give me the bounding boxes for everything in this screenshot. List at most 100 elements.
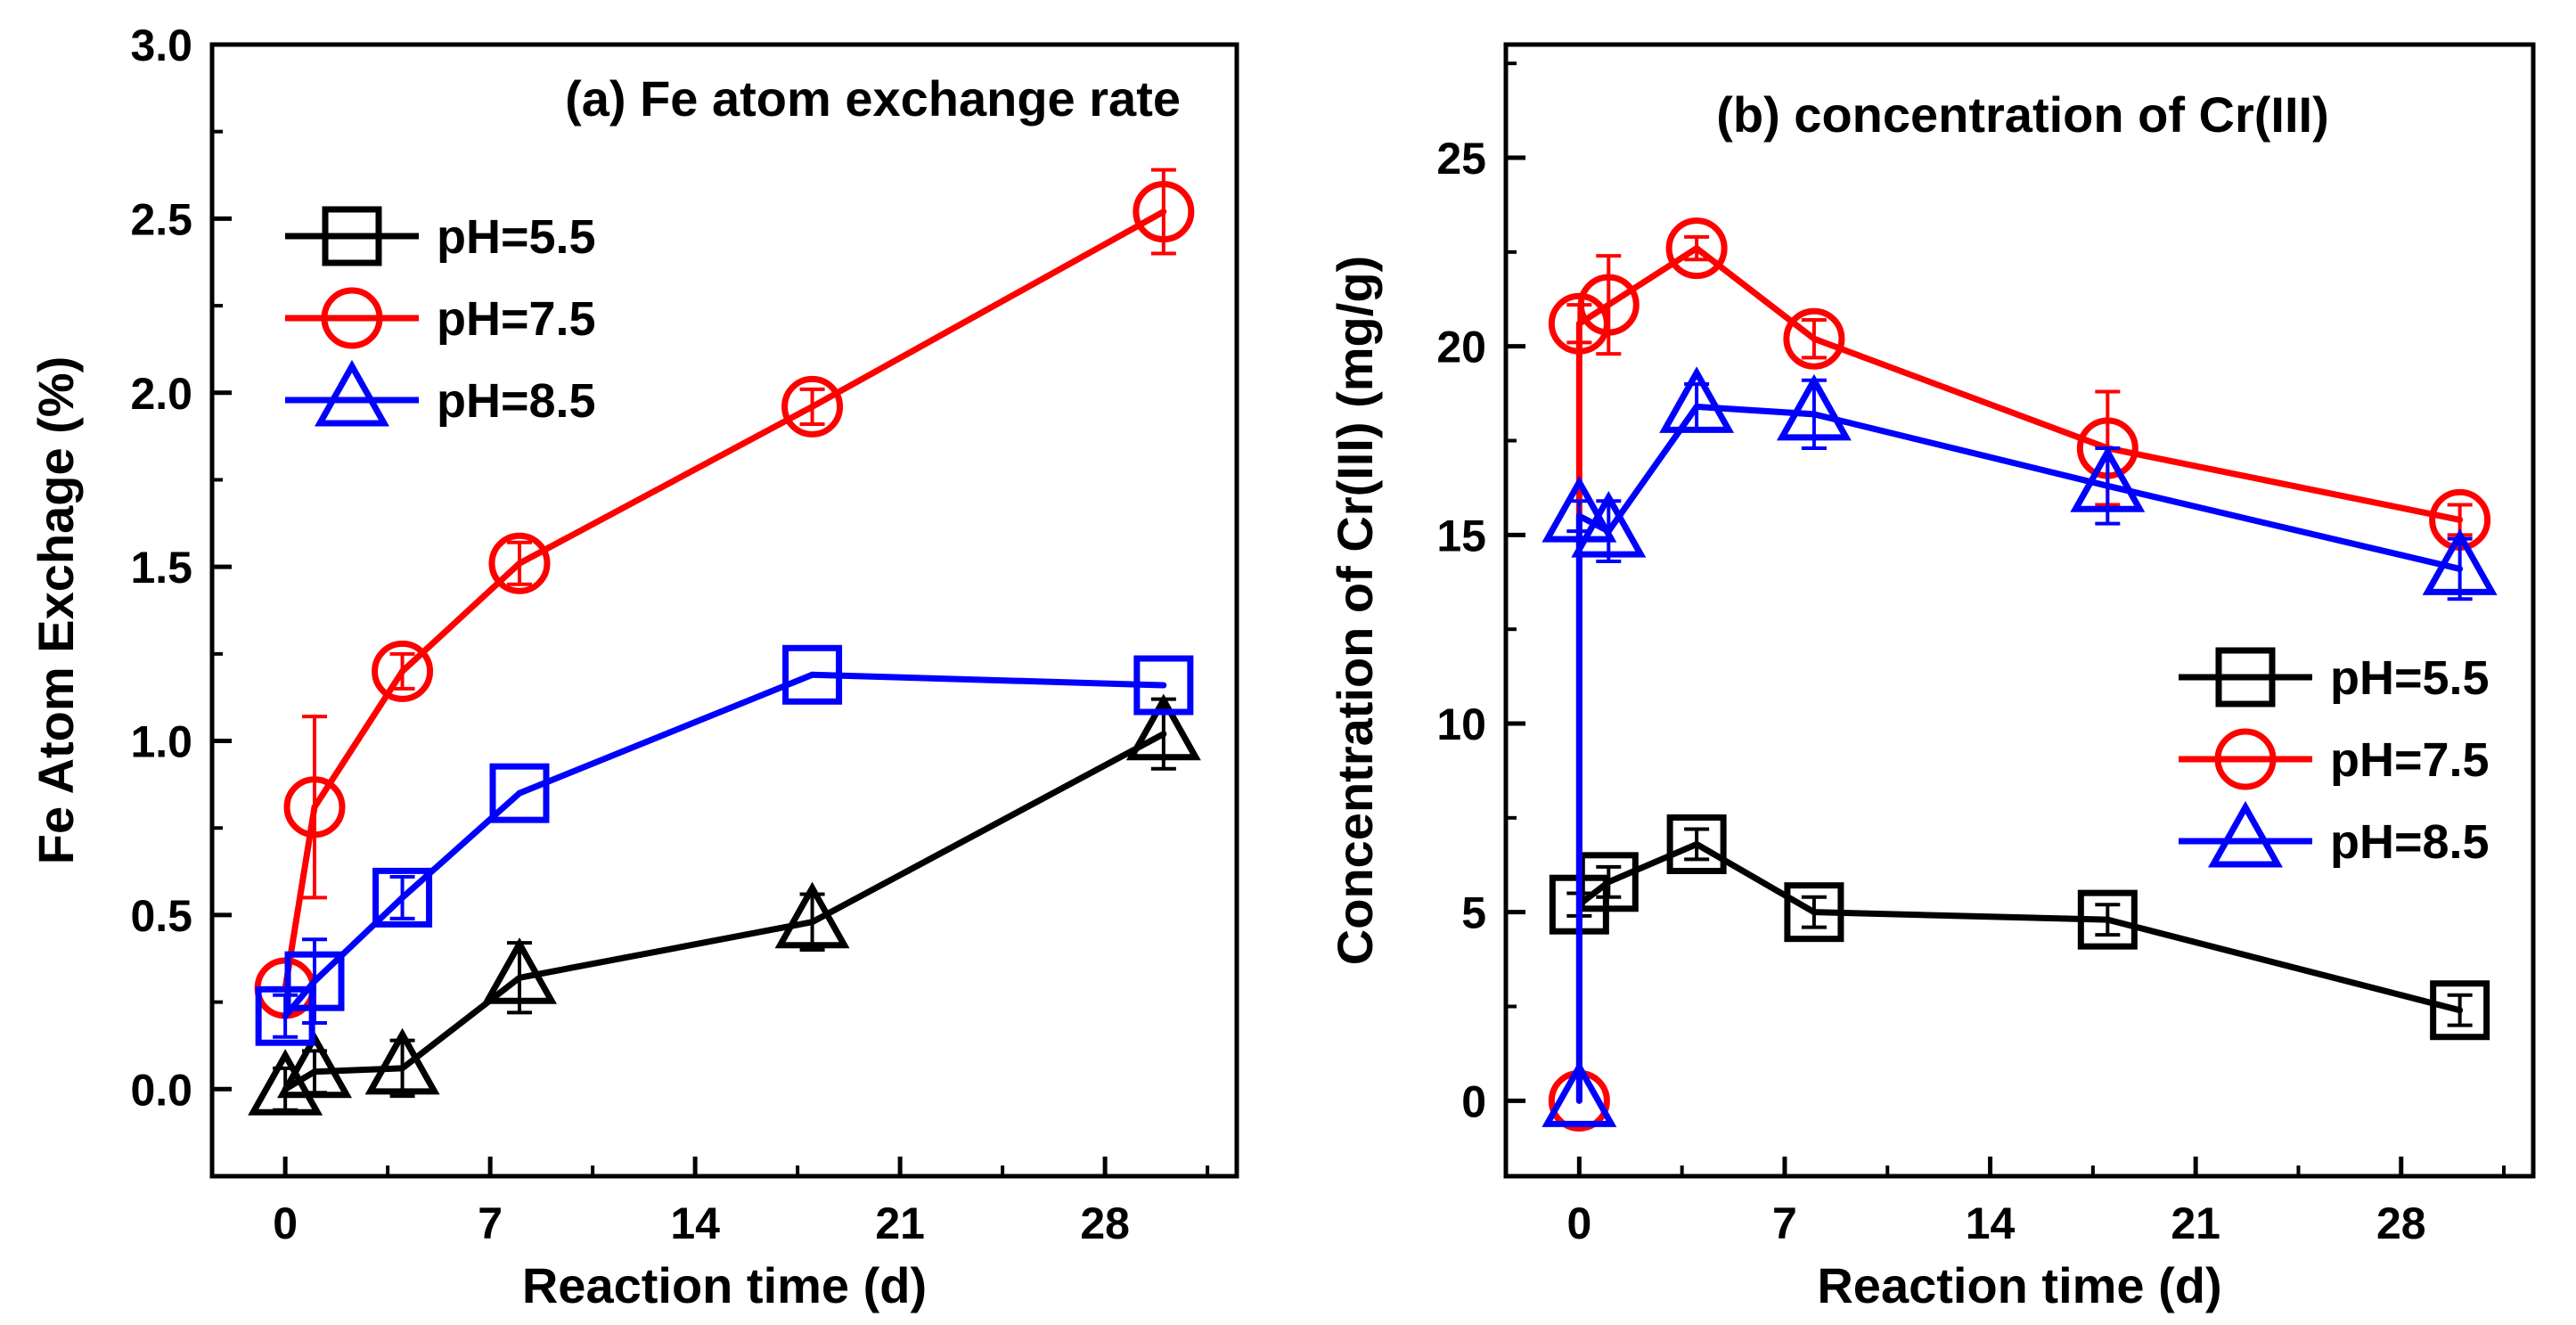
panel-b-series-1-point-center-dot	[1693, 245, 1700, 252]
panel-a-series-0-point	[364, 1027, 440, 1095]
panel-b-legend-marker-shape	[2214, 728, 2277, 790]
panel-a-series-1-point	[781, 375, 844, 438]
panel-b-series-0-point-shape	[2077, 889, 2138, 950]
panel-a-series-2-point-center-dot	[282, 1012, 289, 1019]
panel-b-series-2-point-center-dot	[1605, 528, 1612, 535]
panel-b-series-2-point-shape	[1542, 1060, 1617, 1127]
panel-a-series-1-point-shape	[372, 640, 434, 702]
panel-a-series-1-point	[488, 532, 551, 594]
panel-b-legend-label: pH=7.5	[2330, 733, 2490, 787]
panel-a-series-2-point	[489, 763, 550, 823]
panel-b-series-2-point	[2070, 446, 2146, 512]
panel-b-series-0-point-center-dot	[1605, 879, 1612, 886]
panel-a-x-tick-label: 0	[273, 1198, 298, 1248]
panel-b-series-2-point-center-dot	[1811, 411, 1818, 418]
panel-a-legend-label: pH=8.5	[437, 374, 596, 428]
panel-a-legend-marker-shape	[321, 287, 383, 349]
panel-b-series-1-point-center-dot	[1605, 301, 1612, 308]
panel-b-plot-frame	[1503, 42, 2536, 1179]
panel-a-series-0-point-shape	[1125, 693, 1201, 761]
panel-a-series-2-point-shape	[1133, 655, 1194, 716]
panel-a-series-2-point-shape	[284, 951, 345, 1011]
panel-b-series-2-point-shape	[1571, 490, 1647, 558]
panel-b-legend-marker-shape	[2215, 647, 2276, 707]
panel-b-series-2-point-center-dot	[1575, 512, 1582, 519]
panel-a-series-1-point-center-dot	[516, 560, 523, 567]
panel-b-series-0-point-shape	[2430, 980, 2490, 1041]
panel-b-x-axis-label: Reaction time (d)	[1817, 1257, 2221, 1313]
panel-a-legend-marker	[315, 359, 389, 427]
panel-b-x-tick-label: 21	[2171, 1198, 2220, 1248]
panel-b-series-1-point	[1577, 274, 1640, 336]
panel-b-x-tick-label: 0	[1566, 1198, 1591, 1248]
panel-a-series-2-point	[782, 644, 843, 705]
panel-b-title: (b) concentration of Cr(III)	[1716, 86, 2329, 143]
panel-b-series-2-point-shape	[1776, 373, 1852, 441]
panel-a-y-tick-label: 1.0	[130, 717, 192, 767]
panel-b-series-2-point-center-dot	[1693, 403, 1700, 410]
panel-a-series-0-point	[277, 1031, 352, 1099]
panel-b-y-axis-label: Concentration of Cr(III) (mg/g)	[1327, 256, 1383, 965]
panel-b-y-tick-label: 0	[1461, 1076, 1486, 1126]
panel-b-y-tick-label: 15	[1436, 511, 1486, 560]
panel-b-series-0-point	[2430, 980, 2490, 1041]
panel-b-series-1-point-center-dot	[1575, 320, 1582, 327]
panel-b-series-1-point-shape	[1665, 217, 1728, 280]
panel-b-series-2-point-shape	[1659, 366, 1735, 433]
panel-a-series-0-point	[774, 881, 850, 949]
panel-b-chart: 0 7 14 21 28 0 5 10 15 20 25 Reaction time (d) Conce…	[1327, 42, 2536, 1313]
panel-a-legend-marker-center-dot	[348, 233, 356, 240]
panel-a-legend-marker	[321, 287, 383, 349]
panel-b-series-1-point-center-dot	[2457, 516, 2464, 523]
panel-b-series-1-point	[1783, 307, 1845, 370]
panel-a-series-1-point-shape	[781, 375, 844, 438]
panel-b-series-2-point-shape	[1542, 476, 1617, 543]
panel-a-legend-item: pH=5.5	[285, 206, 596, 266]
panel-b-y-tick-label: 10	[1436, 699, 1486, 749]
panel-a-series-0-point-shape	[277, 1031, 352, 1099]
panel-b-series-0-point-center-dot	[1811, 909, 1818, 916]
panel-a-series-0-point-center-dot	[809, 919, 816, 926]
panel-a-series-2-point	[1133, 655, 1194, 716]
panel-a-series-0-line	[283, 731, 1165, 1092]
panel-a-series-0-point-center-dot	[311, 1068, 318, 1076]
panel-b-series-0-point-shape	[1666, 814, 1727, 874]
panel-a-series-0-point-shape	[774, 881, 850, 949]
panel-a-series-2-point-center-dot	[311, 977, 318, 985]
panel-a-series-2-point	[284, 951, 345, 1011]
panel-b-series-1-point-shape	[1783, 307, 1845, 370]
panel-a-y-tick-label: 0.0	[130, 1065, 192, 1115]
panel-a-legend-marker-shape	[322, 206, 382, 266]
panel-a-series-2-point-center-dot	[399, 894, 406, 901]
panel-a-series-2-point-shape	[489, 763, 550, 823]
panel-a-legend-marker	[322, 206, 382, 266]
panel-b-legend-marker-shape	[2208, 800, 2283, 868]
panel-a-y-tick-label: 2.5	[130, 194, 192, 244]
panel-a-series-2-point-center-dot	[1160, 682, 1167, 689]
panel-a-series-2	[255, 644, 1194, 1046]
panel-a-chart: 0 7 14 21 28 0.0 0.5 1.0 1.5 2.0 2.5 3.0 Reaction ti…	[28, 20, 1239, 1313]
panel-b-legend-item: pH=7.5	[2179, 728, 2490, 790]
panel-b-series-2-point-shape	[2422, 528, 2498, 595]
panel-b-series-2-point	[1571, 490, 1647, 558]
panel-b-series-0-point-center-dot	[2457, 1007, 2464, 1014]
panel-b-legend-label: pH=5.5	[2330, 651, 2490, 705]
panel-a-x-axis-label: Reaction time (d)	[522, 1257, 927, 1313]
panel-a-x-tick-label: 28	[1080, 1198, 1130, 1248]
panel-b-legend-marker-center-dot	[2242, 756, 2249, 763]
panel-b-y-tick-label: 5	[1461, 888, 1486, 938]
panel-a-y-tick-label: 0.5	[130, 891, 192, 941]
panel-b-series-2-point	[1542, 476, 1617, 543]
panel-a-legend-item: pH=8.5	[285, 359, 596, 428]
panel-a-series-2-line	[282, 671, 1164, 1018]
panel-b-series-2-point	[1776, 373, 1852, 441]
panel-b-x-tick-label: 28	[2376, 1198, 2426, 1248]
panel-a-series-0-point-center-dot	[1160, 731, 1167, 738]
panel-a-legend-label: pH=7.5	[437, 292, 596, 346]
panel-a-y-tick-label: 3.0	[130, 20, 192, 70]
panel-a-series-1-point-center-dot	[809, 403, 816, 410]
panel-b-x-tick-label: 7	[1772, 1198, 1797, 1248]
panel-b-series-0-point-shape	[1784, 882, 1844, 943]
panel-b-series-2-point	[1542, 1060, 1617, 1127]
